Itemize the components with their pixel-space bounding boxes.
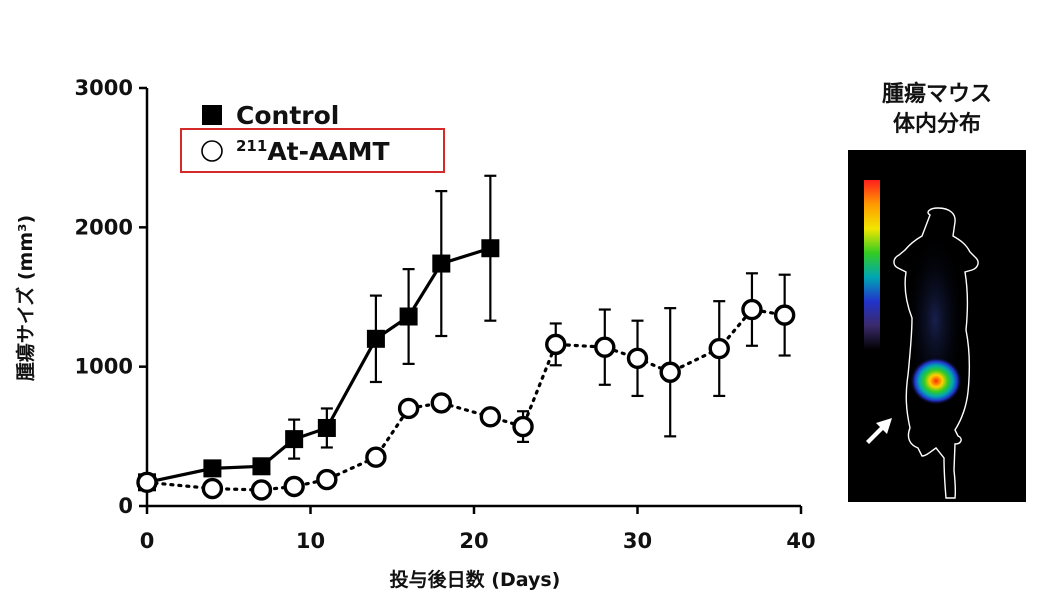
legend-superscript: 211 <box>236 137 267 155</box>
colorbar <box>864 180 880 350</box>
data-point <box>708 337 730 360</box>
x-tick-group: 0 10 20 30 40 <box>140 506 816 553</box>
data-point <box>430 392 452 414</box>
data-point <box>481 239 500 258</box>
x-tick-label-40: 40 <box>786 529 815 553</box>
mouse-outline <box>893 207 979 499</box>
biodistribution-panel: 腫瘍マウス 体内分布 <box>848 81 1026 502</box>
data-point <box>203 459 222 478</box>
data-point <box>773 304 796 326</box>
data-point <box>365 446 387 468</box>
data-point <box>136 471 158 494</box>
series-line <box>145 246 492 484</box>
series-layer <box>136 174 796 501</box>
data-point <box>397 397 420 420</box>
data-point <box>432 254 451 273</box>
data-point <box>545 333 567 356</box>
data-point <box>201 477 224 500</box>
legend: Control 211At-AAMT <box>180 101 445 173</box>
x-tick-label-30: 30 <box>623 529 652 553</box>
y-tick-label-2000: 2000 <box>75 215 133 239</box>
data-point <box>252 457 271 476</box>
legend-label-0: Control <box>236 101 339 130</box>
data-point <box>316 468 338 491</box>
y-tick-label-3000: 3000 <box>75 76 133 100</box>
data-point <box>283 475 305 498</box>
legend-label-1: 211At-AAMT <box>236 137 390 166</box>
data-point <box>594 336 616 358</box>
tumor-signal <box>910 357 962 405</box>
data-point <box>659 361 681 383</box>
tumor-arrow <box>866 418 892 444</box>
x-tick-label-20: 20 <box>459 529 488 553</box>
series-line <box>145 307 787 492</box>
panel-title-line1: 腫瘍マウス <box>882 81 992 107</box>
data-point <box>399 307 418 326</box>
data-point <box>285 430 304 449</box>
data-point <box>626 347 649 370</box>
y-axis-title: 腫瘍サイズ (mm³) <box>14 215 37 381</box>
plot-area: 0 1000 2000 3000 0 10 20 30 40 <box>75 76 816 553</box>
x-tick-label-10: 10 <box>296 529 325 553</box>
series-treatment <box>136 272 796 501</box>
legend-marker-square <box>202 105 222 125</box>
data-point <box>317 418 336 437</box>
panel-title-line2: 体内分布 <box>893 111 981 137</box>
data-point <box>366 329 385 348</box>
x-axis-title: 投与後日数 (Days) <box>390 568 561 591</box>
data-point <box>512 415 534 438</box>
data-point <box>250 479 273 501</box>
y-tick-label-0: 0 <box>118 494 133 518</box>
data-point <box>741 298 763 321</box>
data-point <box>479 406 502 428</box>
legend-label-text: Control <box>236 101 339 130</box>
series-control <box>138 174 500 492</box>
y-tick-group: 0 1000 2000 3000 <box>75 76 147 518</box>
legend-marker-circle <box>201 140 223 162</box>
y-tick-label-1000: 1000 <box>75 355 133 379</box>
legend-label-text: At-AAMT <box>267 137 389 166</box>
x-tick-label-0: 0 <box>140 529 155 553</box>
legend-highlight-box <box>180 128 445 173</box>
